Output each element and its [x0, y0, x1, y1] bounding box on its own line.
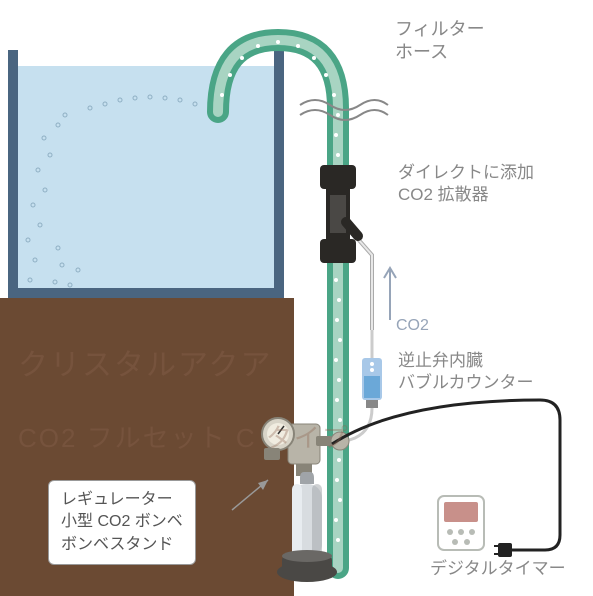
- plug-icon: [494, 543, 512, 557]
- bubble-counter-label: 逆止弁内臓 バブルカウンター: [398, 350, 534, 394]
- filter-hose-label: フィルター ホース: [395, 18, 485, 65]
- power-cable: [332, 400, 560, 550]
- timer-label: デジタルタイマー: [430, 558, 566, 580]
- cylinder-stand: [277, 550, 337, 582]
- watermark-line2: CO2 フルセット C タイプ: [18, 418, 350, 455]
- co2-cylinder: [292, 472, 322, 558]
- aquarium-tank: [8, 50, 284, 298]
- digital-timer: [438, 496, 484, 550]
- regulator-callout: レギュレーター 小型 CO2 ボンベ ボンベスタンド: [48, 480, 196, 565]
- watermark-line1: クリスタルアクア: [18, 340, 273, 384]
- diffuser-label: ダイレクトに添加 CO2 拡散器: [398, 162, 534, 206]
- co2-arrow-label: CO2: [396, 316, 429, 337]
- bubble-counter: [362, 358, 382, 408]
